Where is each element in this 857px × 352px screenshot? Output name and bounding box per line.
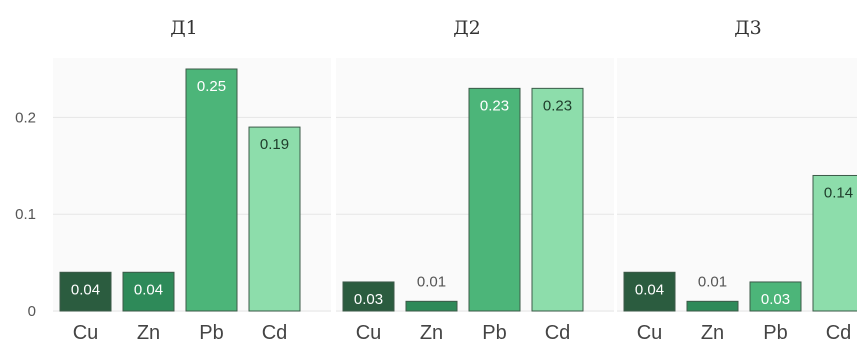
bar-cd	[812, 174, 857, 312]
bar-cu	[623, 271, 676, 312]
panel-title: Д1	[170, 17, 198, 39]
x-tick-label: Cd	[545, 322, 571, 344]
data-label: 0.14	[824, 184, 853, 201]
x-tick-label: Zn	[701, 322, 724, 344]
x-tick-label: Cu	[637, 322, 663, 344]
y-tick-label: 0.2	[15, 109, 36, 126]
x-tick-label: Zn	[137, 322, 160, 344]
data-label: 0.23	[480, 97, 509, 114]
x-tick-label: Cd	[826, 322, 852, 344]
x-tick-label: Pb	[199, 322, 223, 344]
data-label: 0.04	[71, 281, 100, 298]
data-label: 0.19	[260, 136, 289, 153]
x-tick-label: Cu	[356, 322, 382, 344]
bar-cu	[59, 271, 112, 312]
x-tick-label: Cd	[262, 322, 288, 344]
data-label: 0.03	[761, 291, 790, 308]
data-label: 0.25	[197, 78, 226, 95]
data-label: 0.04	[134, 281, 163, 298]
x-tick-label: Cu	[73, 322, 99, 344]
data-label: 0.03	[354, 291, 383, 308]
x-tick-label: Pb	[763, 322, 787, 344]
bar-pb	[468, 87, 521, 312]
panel-title: Д2	[453, 17, 481, 39]
x-tick-label: Zn	[420, 322, 443, 344]
data-label: 0.01	[417, 273, 446, 290]
bar-pb	[185, 68, 238, 312]
bar-cd	[248, 126, 301, 312]
panel-title: Д3	[734, 17, 762, 39]
bar-zn	[122, 271, 175, 312]
bar-zn	[686, 300, 739, 312]
bar-cu	[342, 281, 395, 312]
x-tick-label: Pb	[482, 322, 506, 344]
data-label: 0.01	[698, 273, 727, 290]
bar-cd	[531, 87, 584, 312]
bar-zn	[405, 300, 458, 312]
data-label: 0.04	[635, 281, 664, 298]
y-tick-label: 0.1	[15, 206, 36, 223]
y-tick-label: 0	[28, 303, 36, 320]
data-label: 0.23	[543, 97, 572, 114]
bar-pb	[749, 281, 802, 312]
